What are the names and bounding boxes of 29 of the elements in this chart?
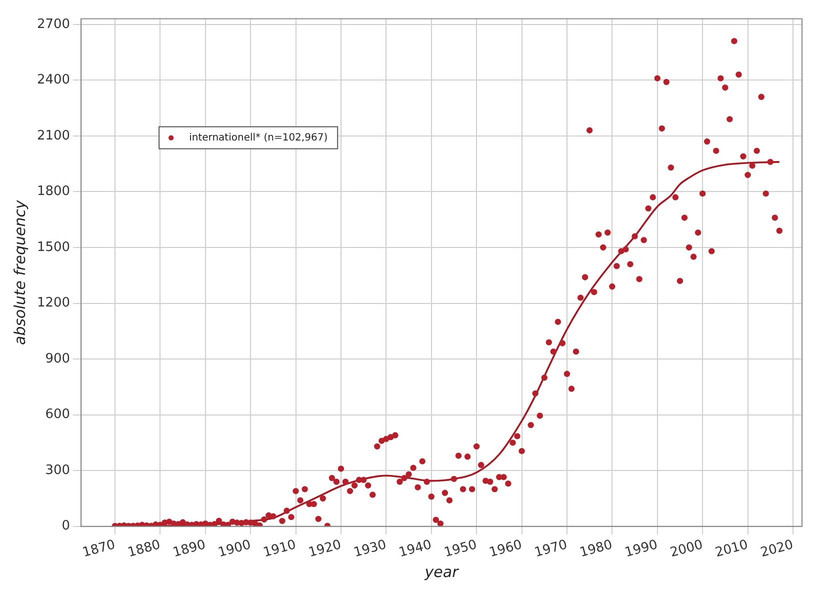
y-tick-label: 2100 — [36, 128, 70, 144]
legend-label: internationell* (n=102,967) — [189, 132, 328, 144]
x-tick-label: 1920 — [307, 538, 343, 561]
y-tick-label: 2400 — [36, 72, 70, 88]
x-tick-label: 2000 — [668, 538, 704, 561]
y-tick-label: 2700 — [36, 16, 70, 32]
x-tick-label: 1980 — [578, 538, 614, 561]
x-tick-label: 1890 — [171, 538, 208, 561]
y-tick-label: 1200 — [36, 296, 70, 311]
y-axis-title: absolute frequency — [10, 199, 29, 345]
x-tick-label: 1990 — [623, 538, 660, 561]
x-tick-label: 1940 — [397, 538, 434, 561]
y-tick-label: 0 — [62, 518, 70, 534]
x-tick-label: 2020 — [759, 538, 795, 561]
x-tick-label: 1880 — [126, 538, 162, 561]
x-tick-label: 1970 — [533, 538, 569, 561]
x-axis-title: year — [424, 562, 460, 581]
x-tick-label: 1900 — [216, 538, 252, 561]
y-tick-label: 1800 — [36, 184, 70, 200]
y-tick-label: 600 — [45, 407, 70, 422]
x-tick-label: 1960 — [488, 538, 524, 561]
x-tick-label: 1910 — [262, 538, 298, 561]
y-tick-label: 900 — [45, 351, 70, 366]
x-tick-label: 1950 — [442, 538, 478, 561]
x-tick-label: 1930 — [352, 538, 388, 561]
y-tick-label: 1500 — [36, 240, 70, 255]
x-tick-label: 1870 — [81, 538, 117, 561]
y-tick-label: 300 — [45, 462, 70, 478]
x-tick-label: 2010 — [714, 538, 750, 561]
